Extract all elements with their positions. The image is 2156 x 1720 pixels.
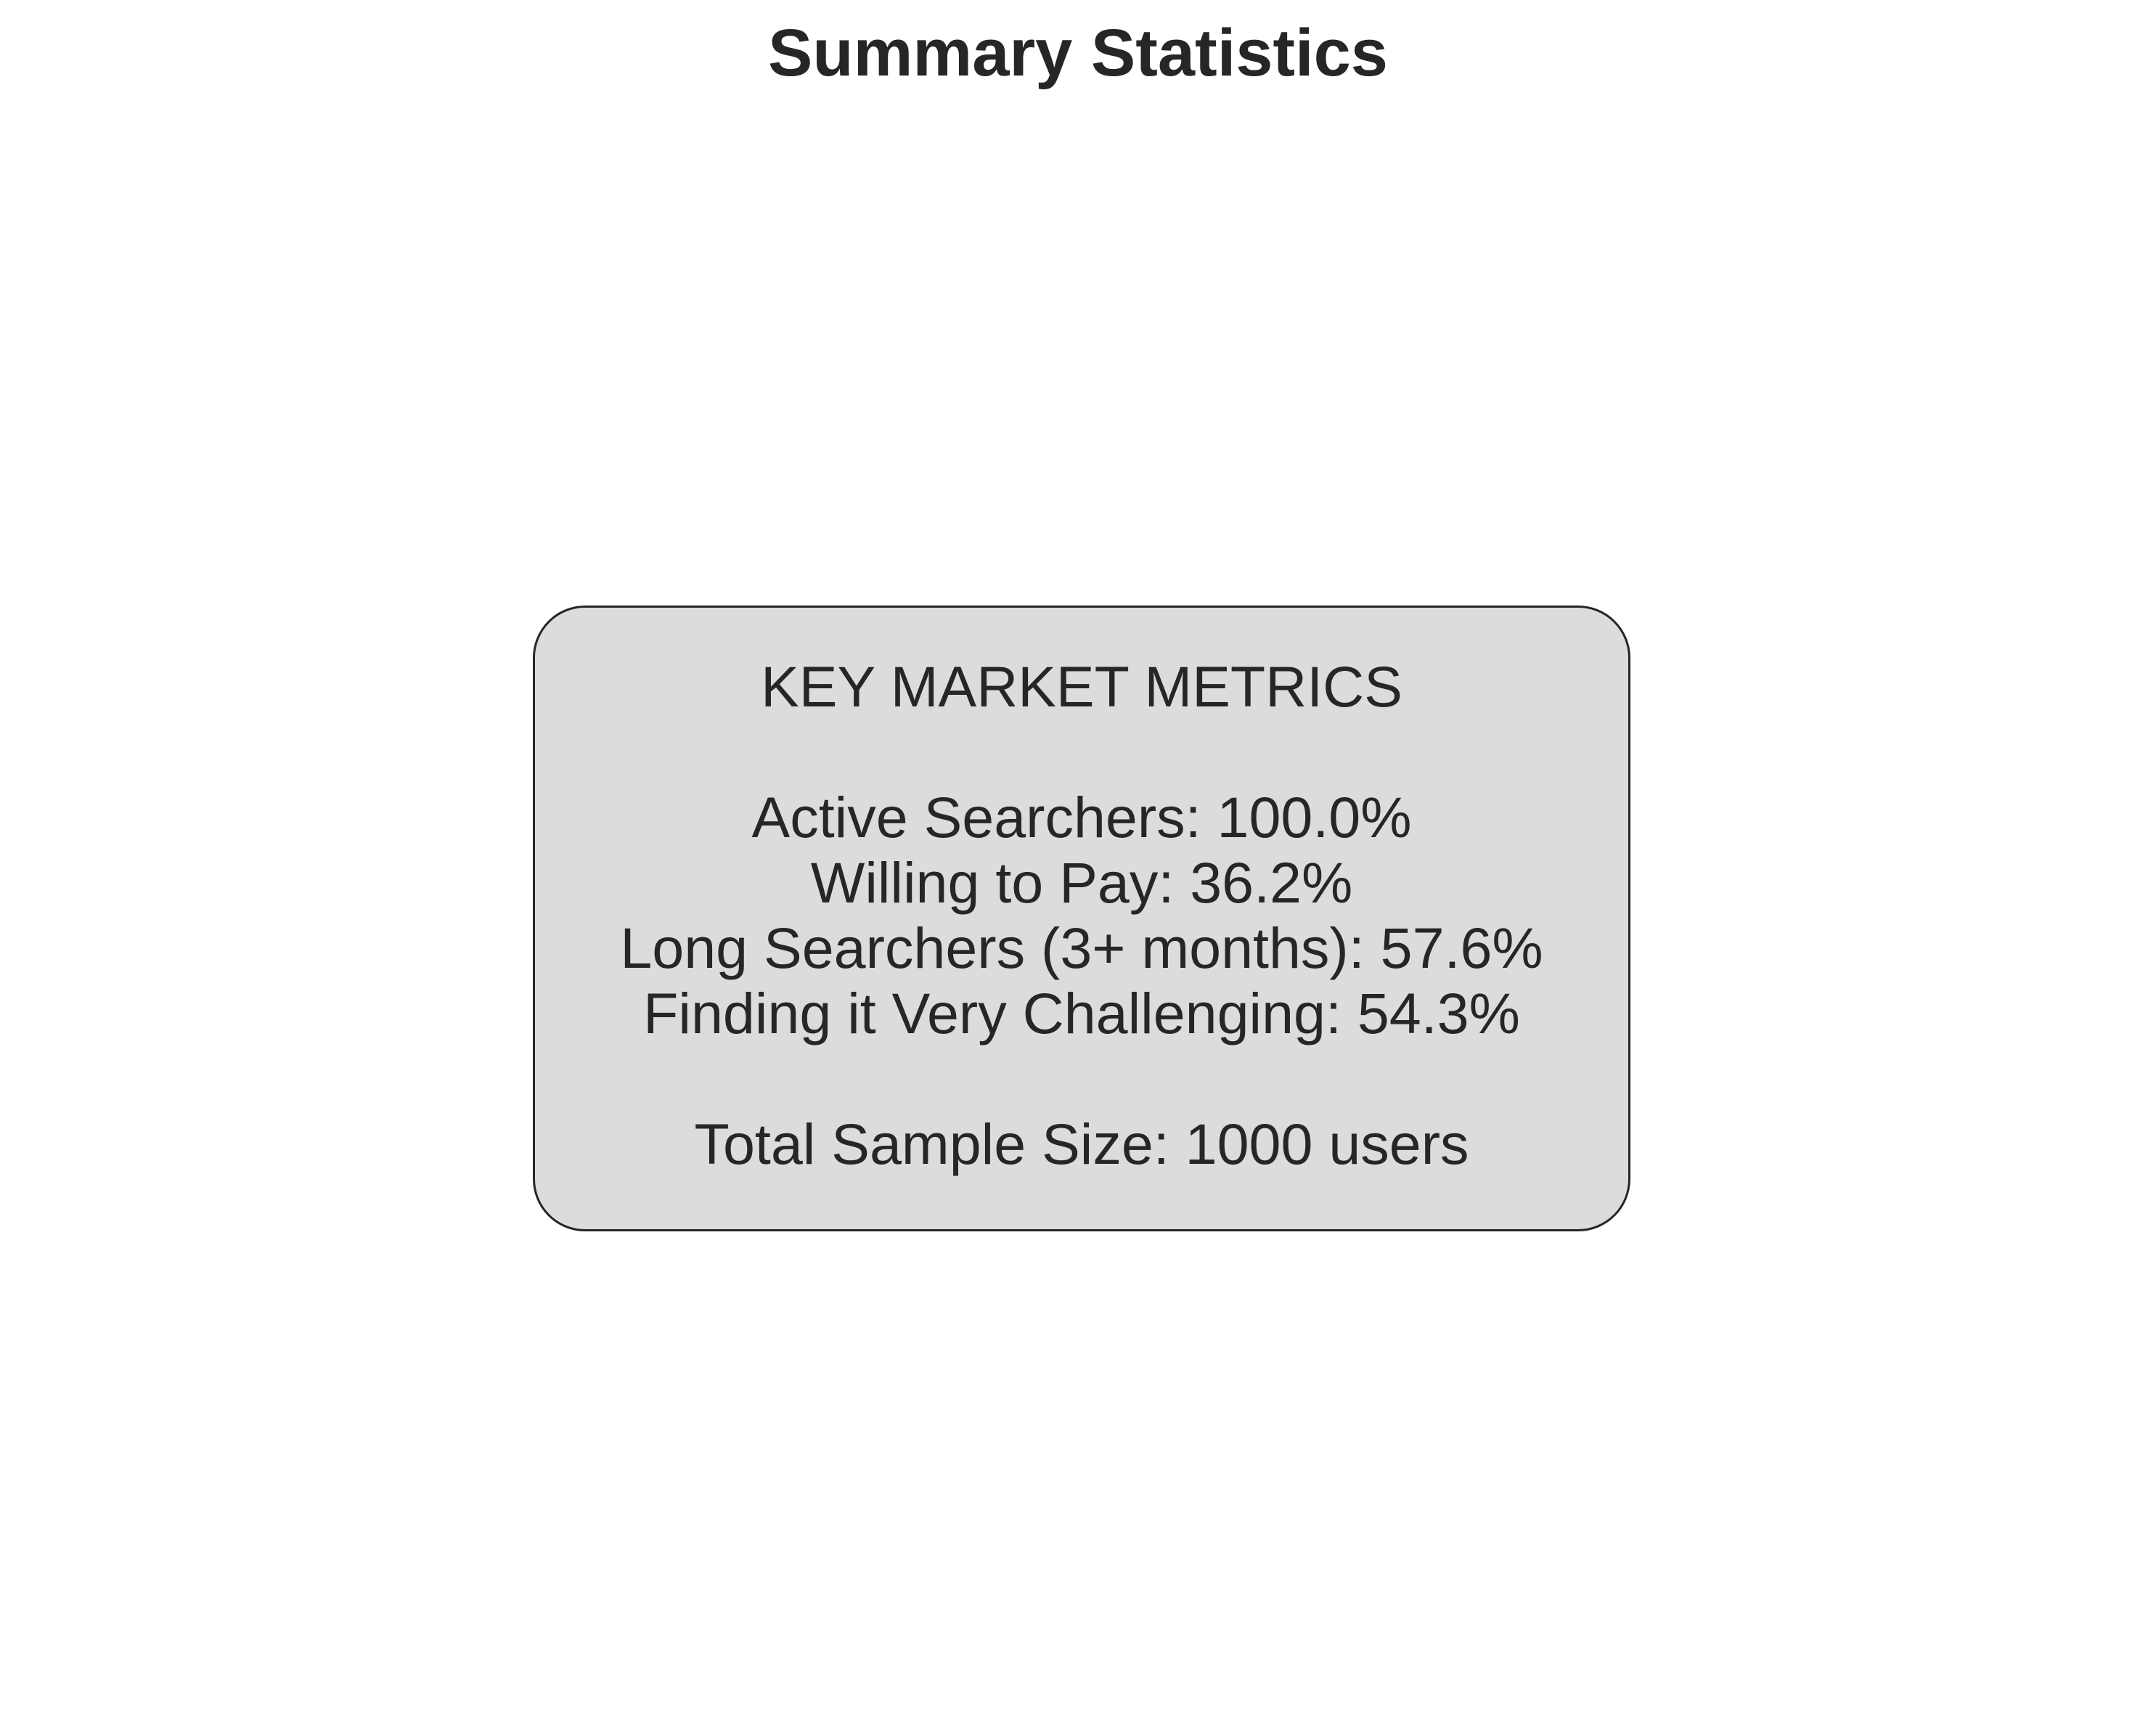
blank-line <box>535 720 1628 785</box>
metrics-heading: KEY MARKET METRICS <box>761 654 1402 719</box>
metric-willing-to-pay: Willing to Pay: 36.2% <box>810 850 1353 915</box>
key-metrics-box: KEY MARKET METRICS Active Searchers: 100… <box>533 606 1630 1231</box>
key-metrics-text: KEY MARKET METRICS Active Searchers: 100… <box>535 654 1628 1177</box>
chart-title: Summary Statistics <box>768 16 1388 90</box>
metric-active-searchers: Active Searchers: 100.0% <box>751 785 1412 849</box>
metric-total-sample-size: Total Sample Size: 1000 users <box>694 1112 1469 1176</box>
metric-very-challenging: Finding it Very Challenging: 54.3% <box>643 981 1520 1046</box>
metric-long-searchers: Long Searchers (3+ months): 57.6% <box>620 916 1543 980</box>
blank-line <box>535 1046 1628 1112</box>
